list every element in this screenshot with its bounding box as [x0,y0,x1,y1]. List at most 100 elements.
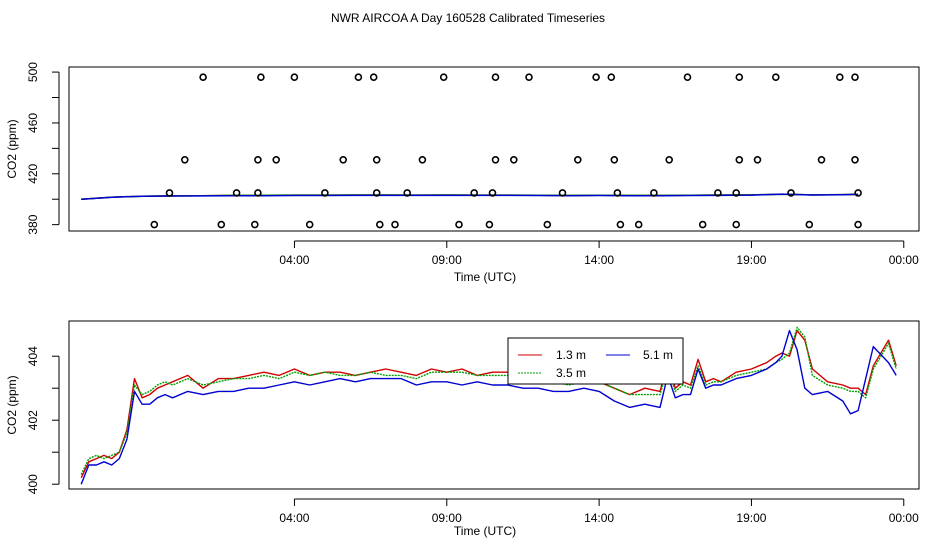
scatter-point [634,220,643,229]
scatter-point [372,189,381,197]
scatter-point [851,156,859,164]
scatter-point [290,73,299,81]
scatter-point [375,220,384,229]
scatter-point [369,73,378,81]
scatter-point [509,156,518,164]
chart-title: NWR AIRCOA A Day 160528 Calibrated Times… [331,11,605,25]
scatter-point [854,189,862,197]
scatter-point [150,220,159,229]
scatter-point [732,189,741,197]
scatter-point [491,73,500,81]
scatter-point [455,220,463,229]
legend-box [507,337,684,385]
scatter-point [181,156,189,164]
panel-calibrated-timeseries: 400 402 404 04:00 09:00 14:00 19:00 00:00 Time… [5,320,920,538]
top-y-tick-label: 460 [26,113,40,133]
scatter-point [851,73,859,81]
scatter-point [592,73,600,81]
legend-label-3-5m: 3.5 m [556,366,586,380]
x-axis-top: 04:00 09:00 14:00 19:00 00:00 [279,240,919,267]
scatter-point [650,189,658,197]
scatter-point [339,156,348,164]
bottom-y-tick-label: 404 [26,346,40,366]
scatter-point [573,156,582,164]
scatter-point [403,189,412,197]
bottom-x-tick-label: 00:00 [889,511,919,525]
scatter-point [787,189,795,197]
top-y-tick-label: 420 [26,163,40,183]
series-line-3-5-m [80,326,897,475]
series-line-5-1-m [80,329,897,485]
scatter-point [488,189,497,197]
scatter-point [753,156,762,164]
scatter-point [683,73,692,81]
scatter-point [616,220,625,229]
scatter-point [714,189,722,197]
bottom-y-tick-label: 402 [26,410,40,430]
y-axis-label-top: CO2 (ppm) [5,119,19,178]
top-x-tick-label: 00:00 [889,253,919,267]
x-axis-label-top: Time (UTC) [454,270,516,284]
scatter-points-top [150,73,862,229]
scatter-point [372,156,381,164]
y-axis-label-bottom: CO2 (ppm) [5,375,19,434]
top-x-tick-label: 09:00 [432,253,462,267]
scatter-point [199,73,207,81]
scatter-point [543,220,552,229]
top-y-tick-label: 380 [26,214,40,234]
top-y-tick-label: 500 [26,62,40,82]
scatter-point [491,156,500,164]
scatter-point [391,220,399,229]
scatter-point [257,73,265,81]
y-axis-top: 380 420 460 500 [26,62,60,235]
x-axis-bottom: 04:00 09:00 14:00 19:00 00:00 [279,498,919,525]
scatter-point [485,220,494,229]
scatter-point [321,189,329,197]
legend: 1.3 m 3.5 m 5.1 m [507,337,684,385]
bottom-x-tick-label: 19:00 [736,511,766,525]
scatter-point [470,189,479,197]
scatter-point [254,189,262,197]
scatter-point [698,220,707,229]
scatter-point [217,220,226,229]
scatter-point [272,156,281,164]
scatter-point [817,156,826,164]
scatter-point [835,73,844,81]
scatter-point [805,220,814,229]
scatter-point [771,73,780,81]
scatter-point [613,189,622,197]
top-x-tick-label: 19:00 [736,253,766,267]
y-axis-bottom: 400 402 404 [26,346,60,494]
scatter-point [558,189,567,197]
top-x-tick-label: 04:00 [279,253,309,267]
scatter-point [525,73,533,81]
scatter-point [610,156,619,164]
panel-raw-timeseries: 380 420 460 500 04:00 09:00 14:00 19:00 00:00 T… [5,62,920,284]
scatter-point [305,220,314,229]
scatter-point [254,156,262,164]
scatter-point [232,189,241,197]
scatter-point [607,73,616,81]
series-line-1-3-m [80,329,897,479]
scatter-point [732,220,741,229]
scatter-point [418,156,427,164]
plot-frame-top [68,66,920,232]
bottom-y-tick-label: 400 [26,474,40,494]
scatter-point [165,189,174,197]
line-series-top [81,193,859,200]
legend-label-1-3m: 1.3 m [556,348,586,362]
top-line-5-1-m [81,193,859,200]
bottom-x-tick-label: 04:00 [279,511,309,525]
scatter-point [251,220,259,229]
scatter-point [354,73,363,81]
x-axis-label-bottom: Time (UTC) [454,524,516,538]
scatter-point [439,73,448,81]
bottom-x-tick-label: 14:00 [584,511,614,525]
scatter-point [665,156,674,164]
legend-label-5-1m: 5.1 m [643,348,673,362]
plot-frame-bottom [68,320,920,490]
scatter-point [854,220,862,229]
bottom-x-tick-label: 09:00 [432,511,462,525]
